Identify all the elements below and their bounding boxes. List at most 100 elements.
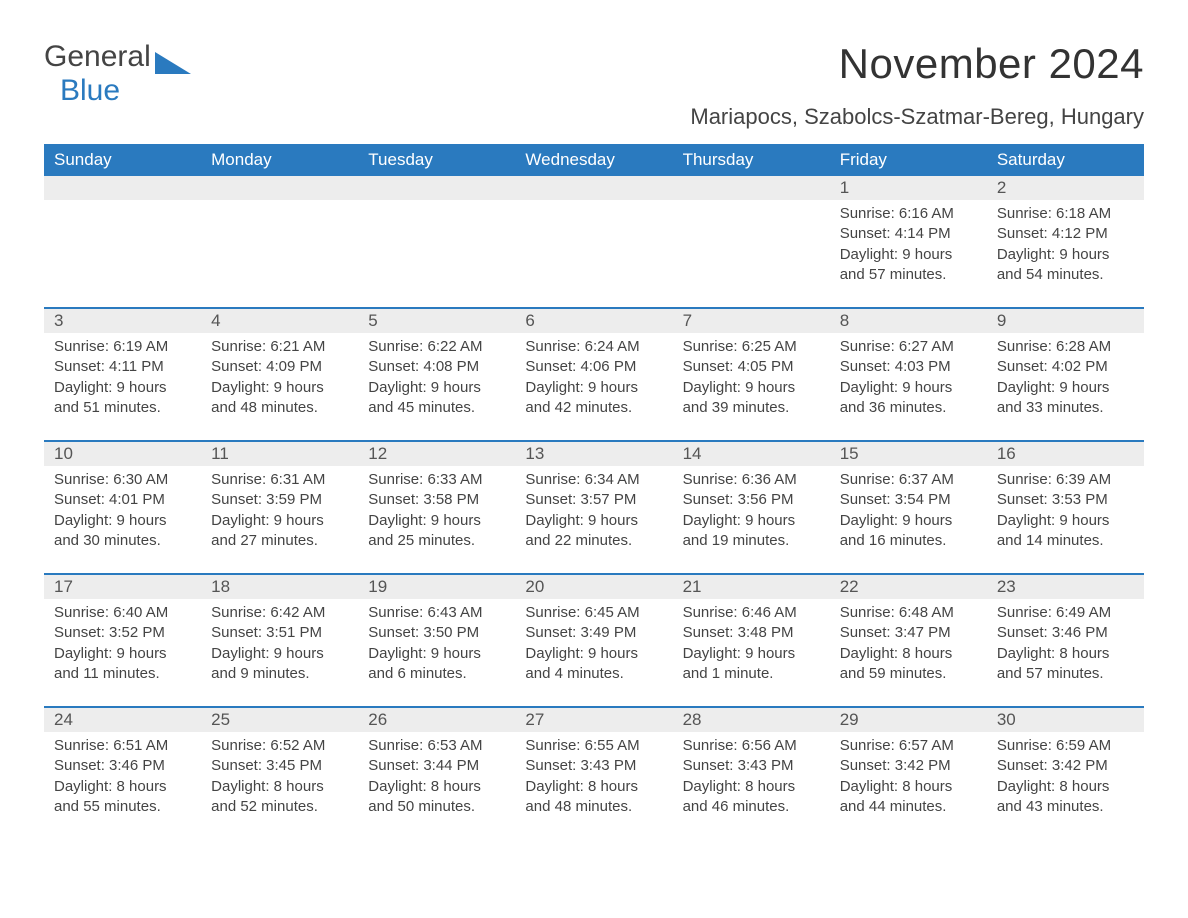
day-number: [201, 176, 358, 200]
sunset-line: Sunset: 3:58 PM: [368, 490, 505, 510]
daylight-line-1: Daylight: 8 hours: [368, 777, 505, 797]
sunset-line: Sunset: 3:42 PM: [997, 756, 1134, 776]
day-content-row: Sunrise: 6:51 AMSunset: 3:46 PMDaylight:…: [44, 732, 1144, 839]
daylight-line-2: and 57 minutes.: [840, 265, 977, 285]
day-number: 25: [201, 708, 358, 732]
day-cell: [44, 200, 201, 307]
sunrise-line: Sunrise: 6:36 AM: [683, 470, 820, 490]
day-number: 19: [358, 575, 515, 599]
sunrise-line: Sunrise: 6:16 AM: [840, 204, 977, 224]
sunrise-line: Sunrise: 6:24 AM: [525, 337, 662, 357]
daylight-line-1: Daylight: 8 hours: [211, 777, 348, 797]
daylight-line-2: and 48 minutes.: [211, 398, 348, 418]
sunset-line: Sunset: 3:50 PM: [368, 623, 505, 643]
day-number: 10: [44, 442, 201, 466]
day-cell: Sunrise: 6:55 AMSunset: 3:43 PMDaylight:…: [515, 732, 672, 839]
daylight-line-1: Daylight: 8 hours: [840, 777, 977, 797]
day-content-row: Sunrise: 6:40 AMSunset: 3:52 PMDaylight:…: [44, 599, 1144, 706]
sunrise-line: Sunrise: 6:45 AM: [525, 603, 662, 623]
sunset-line: Sunset: 3:48 PM: [683, 623, 820, 643]
day-cell: Sunrise: 6:18 AMSunset: 4:12 PMDaylight:…: [987, 200, 1144, 307]
daylight-line-2: and 48 minutes.: [525, 797, 662, 817]
daylight-line-2: and 11 minutes.: [54, 664, 191, 684]
daylight-line-2: and 51 minutes.: [54, 398, 191, 418]
sunrise-line: Sunrise: 6:39 AM: [997, 470, 1134, 490]
daylight-line-2: and 9 minutes.: [211, 664, 348, 684]
daylight-line-2: and 6 minutes.: [368, 664, 505, 684]
day-cell: Sunrise: 6:30 AMSunset: 4:01 PMDaylight:…: [44, 466, 201, 573]
weekday-header: Saturday: [987, 144, 1144, 176]
sunset-line: Sunset: 3:49 PM: [525, 623, 662, 643]
sunrise-line: Sunrise: 6:52 AM: [211, 736, 348, 756]
sunset-line: Sunset: 4:03 PM: [840, 357, 977, 377]
daylight-line-1: Daylight: 9 hours: [368, 644, 505, 664]
day-number: 13: [515, 442, 672, 466]
sunrise-line: Sunrise: 6:28 AM: [997, 337, 1134, 357]
day-cell: [673, 200, 830, 307]
sunset-line: Sunset: 3:54 PM: [840, 490, 977, 510]
weekday-header: Wednesday: [515, 144, 672, 176]
daylight-line-1: Daylight: 9 hours: [683, 511, 820, 531]
sunset-line: Sunset: 4:12 PM: [997, 224, 1134, 244]
daylight-line-2: and 4 minutes.: [525, 664, 662, 684]
logo: General Blue: [44, 40, 191, 108]
daylight-line-1: Daylight: 9 hours: [997, 245, 1134, 265]
day-cell: Sunrise: 6:36 AMSunset: 3:56 PMDaylight:…: [673, 466, 830, 573]
day-cell: Sunrise: 6:40 AMSunset: 3:52 PMDaylight:…: [44, 599, 201, 706]
day-cell: Sunrise: 6:52 AMSunset: 3:45 PMDaylight:…: [201, 732, 358, 839]
sunrise-line: Sunrise: 6:18 AM: [997, 204, 1134, 224]
day-cell: [358, 200, 515, 307]
sunset-line: Sunset: 3:44 PM: [368, 756, 505, 776]
day-number: 9: [987, 309, 1144, 333]
day-cell: Sunrise: 6:53 AMSunset: 3:44 PMDaylight:…: [358, 732, 515, 839]
week-row: 10111213141516Sunrise: 6:30 AMSunset: 4:…: [44, 440, 1144, 573]
sunset-line: Sunset: 3:53 PM: [997, 490, 1134, 510]
weeks-container: 12Sunrise: 6:16 AMSunset: 4:14 PMDayligh…: [44, 176, 1144, 839]
sunrise-line: Sunrise: 6:40 AM: [54, 603, 191, 623]
day-cell: Sunrise: 6:33 AMSunset: 3:58 PMDaylight:…: [358, 466, 515, 573]
daylight-line-1: Daylight: 9 hours: [211, 644, 348, 664]
daylight-line-1: Daylight: 8 hours: [840, 644, 977, 664]
daylight-line-2: and 59 minutes.: [840, 664, 977, 684]
sunset-line: Sunset: 3:42 PM: [840, 756, 977, 776]
day-number: 2: [987, 176, 1144, 200]
sunrise-line: Sunrise: 6:48 AM: [840, 603, 977, 623]
sunset-line: Sunset: 3:47 PM: [840, 623, 977, 643]
day-cell: Sunrise: 6:56 AMSunset: 3:43 PMDaylight:…: [673, 732, 830, 839]
daylight-line-2: and 46 minutes.: [683, 797, 820, 817]
day-cell: Sunrise: 6:49 AMSunset: 3:46 PMDaylight:…: [987, 599, 1144, 706]
daylight-line-2: and 52 minutes.: [211, 797, 348, 817]
sunrise-line: Sunrise: 6:34 AM: [525, 470, 662, 490]
daylight-line-1: Daylight: 8 hours: [54, 777, 191, 797]
sunset-line: Sunset: 3:46 PM: [54, 756, 191, 776]
day-cell: Sunrise: 6:31 AMSunset: 3:59 PMDaylight:…: [201, 466, 358, 573]
sunrise-line: Sunrise: 6:55 AM: [525, 736, 662, 756]
day-number: 21: [673, 575, 830, 599]
daylight-line-2: and 30 minutes.: [54, 531, 191, 551]
week-row: 17181920212223Sunrise: 6:40 AMSunset: 3:…: [44, 573, 1144, 706]
day-cell: Sunrise: 6:57 AMSunset: 3:42 PMDaylight:…: [830, 732, 987, 839]
day-cell: Sunrise: 6:21 AMSunset: 4:09 PMDaylight:…: [201, 333, 358, 440]
day-number-row: 3456789: [44, 309, 1144, 333]
day-number: 16: [987, 442, 1144, 466]
daylight-line-1: Daylight: 9 hours: [211, 378, 348, 398]
daylight-line-2: and 19 minutes.: [683, 531, 820, 551]
day-number: 17: [44, 575, 201, 599]
sunset-line: Sunset: 4:05 PM: [683, 357, 820, 377]
day-number: 11: [201, 442, 358, 466]
daylight-line-1: Daylight: 9 hours: [683, 644, 820, 664]
day-number-row: 12: [44, 176, 1144, 200]
daylight-line-1: Daylight: 9 hours: [683, 378, 820, 398]
day-number: 27: [515, 708, 672, 732]
daylight-line-1: Daylight: 9 hours: [54, 378, 191, 398]
week-row: 12Sunrise: 6:16 AMSunset: 4:14 PMDayligh…: [44, 176, 1144, 307]
daylight-line-1: Daylight: 9 hours: [840, 245, 977, 265]
sunset-line: Sunset: 3:59 PM: [211, 490, 348, 510]
daylight-line-2: and 42 minutes.: [525, 398, 662, 418]
sunrise-line: Sunrise: 6:56 AM: [683, 736, 820, 756]
day-number: 14: [673, 442, 830, 466]
daylight-line-1: Daylight: 9 hours: [525, 511, 662, 531]
day-cell: Sunrise: 6:27 AMSunset: 4:03 PMDaylight:…: [830, 333, 987, 440]
day-number: [44, 176, 201, 200]
day-number: 6: [515, 309, 672, 333]
